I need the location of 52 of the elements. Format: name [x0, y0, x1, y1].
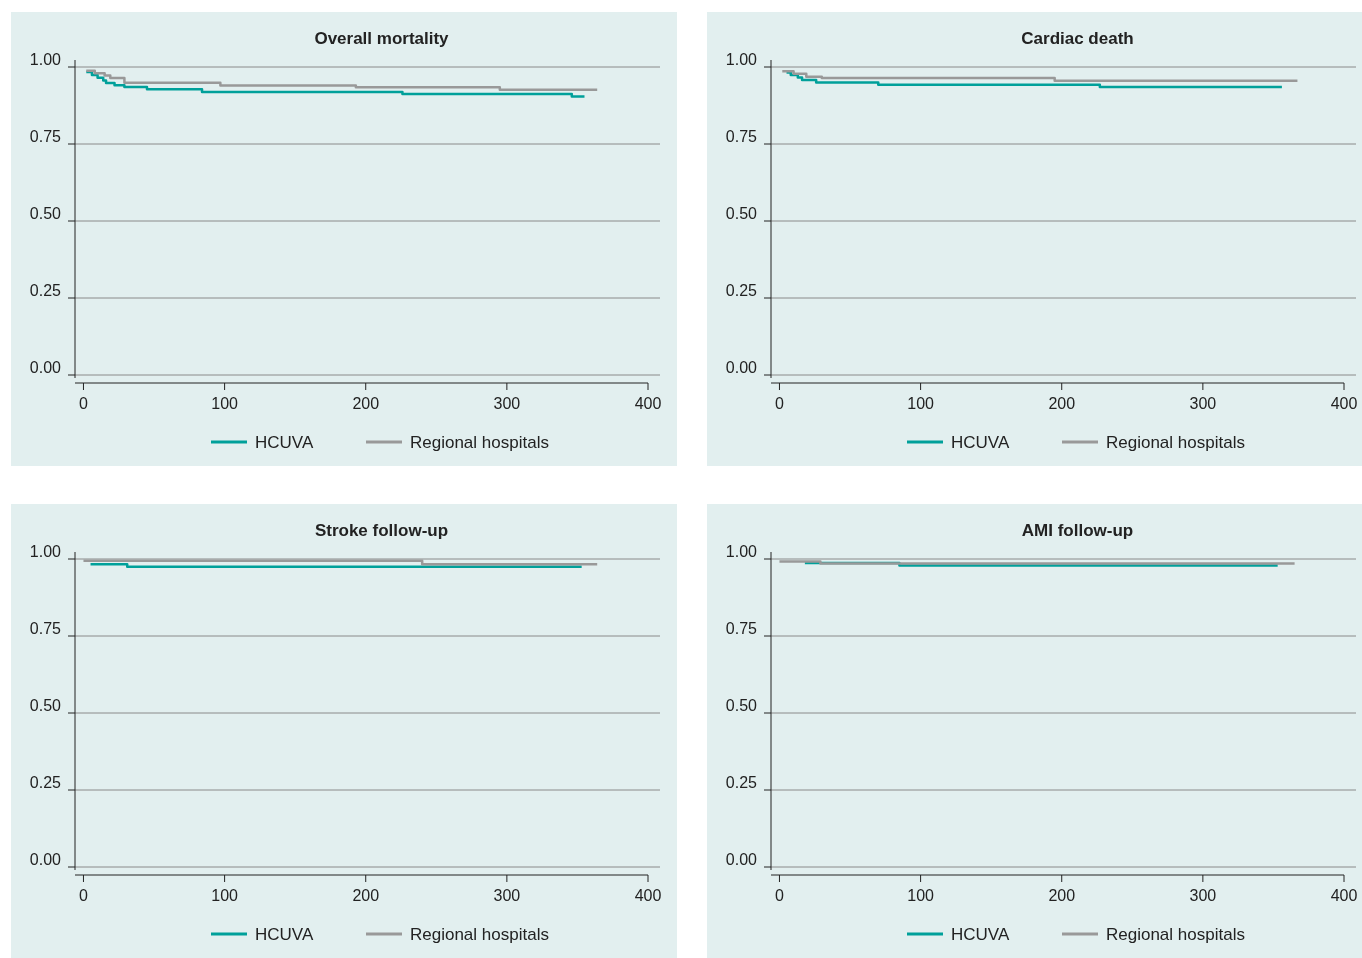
- x-tick-label: 400: [634, 887, 662, 904]
- x-tick-label: 300: [493, 395, 521, 412]
- y-tick-label: 0.25: [725, 774, 758, 792]
- y-tick-label: 0.50: [29, 205, 62, 223]
- y-tick-label: 0.50: [29, 697, 62, 715]
- x-tick-label: 400: [1330, 887, 1358, 904]
- x-tick-label: 200: [1048, 395, 1076, 412]
- chart-title: Cardiac death: [1021, 29, 1134, 48]
- y-tick-label: 1.00: [29, 543, 62, 561]
- legend-label: Regional hospitals: [410, 924, 549, 944]
- chart-title: Overall mortality: [314, 29, 450, 48]
- y-tick-label: 0.00: [725, 359, 758, 377]
- y-tick-label: 0.25: [29, 282, 62, 300]
- x-tick-label: 200: [352, 887, 380, 904]
- y-tick-label: 0.25: [725, 282, 758, 300]
- y-tick-label: 0.25: [29, 774, 62, 792]
- x-tick-label: 100: [211, 887, 239, 904]
- x-tick-label: 300: [1189, 887, 1217, 904]
- y-tick-label: 0.75: [725, 620, 758, 638]
- x-tick-label: 100: [907, 395, 935, 412]
- y-tick-label: 0.00: [725, 851, 758, 869]
- legend-label: HCUVA: [255, 432, 314, 452]
- legend-label: Regional hospitals: [1106, 432, 1245, 452]
- y-tick-label: 0.50: [725, 697, 758, 715]
- y-tick-label: 1.00: [725, 543, 758, 561]
- legend-label: HCUVA: [951, 432, 1010, 452]
- y-tick-label: 1.00: [725, 51, 758, 69]
- legend-label: Regional hospitals: [1106, 924, 1245, 944]
- x-tick-label: 400: [634, 395, 662, 412]
- x-tick-label: 0: [79, 887, 89, 904]
- x-tick-label: 300: [493, 887, 521, 904]
- y-tick-label: 0.50: [725, 205, 758, 223]
- x-tick-label: 400: [1330, 395, 1358, 412]
- x-tick-label: 200: [1048, 887, 1076, 904]
- y-tick-label: 1.00: [29, 51, 62, 69]
- legend-label: Regional hospitals: [410, 432, 549, 452]
- y-tick-label: 0.75: [29, 128, 62, 146]
- x-tick-label: 300: [1189, 395, 1217, 412]
- x-tick-label: 0: [775, 395, 785, 412]
- x-tick-label: 100: [211, 395, 239, 412]
- legend-label: HCUVA: [951, 924, 1010, 944]
- x-tick-label: 0: [775, 887, 785, 904]
- x-tick-label: 0: [79, 395, 89, 412]
- x-tick-label: 200: [352, 395, 380, 412]
- chart-title: AMI follow-up: [1021, 521, 1134, 540]
- y-tick-label: 0.75: [725, 128, 758, 146]
- y-tick-label: 0.00: [29, 359, 62, 377]
- legend-label: HCUVA: [255, 924, 314, 944]
- chart-title: Stroke follow-up: [314, 521, 449, 540]
- y-tick-label: 0.00: [29, 851, 62, 869]
- x-tick-label: 100: [907, 887, 935, 904]
- y-tick-label: 0.75: [29, 620, 62, 638]
